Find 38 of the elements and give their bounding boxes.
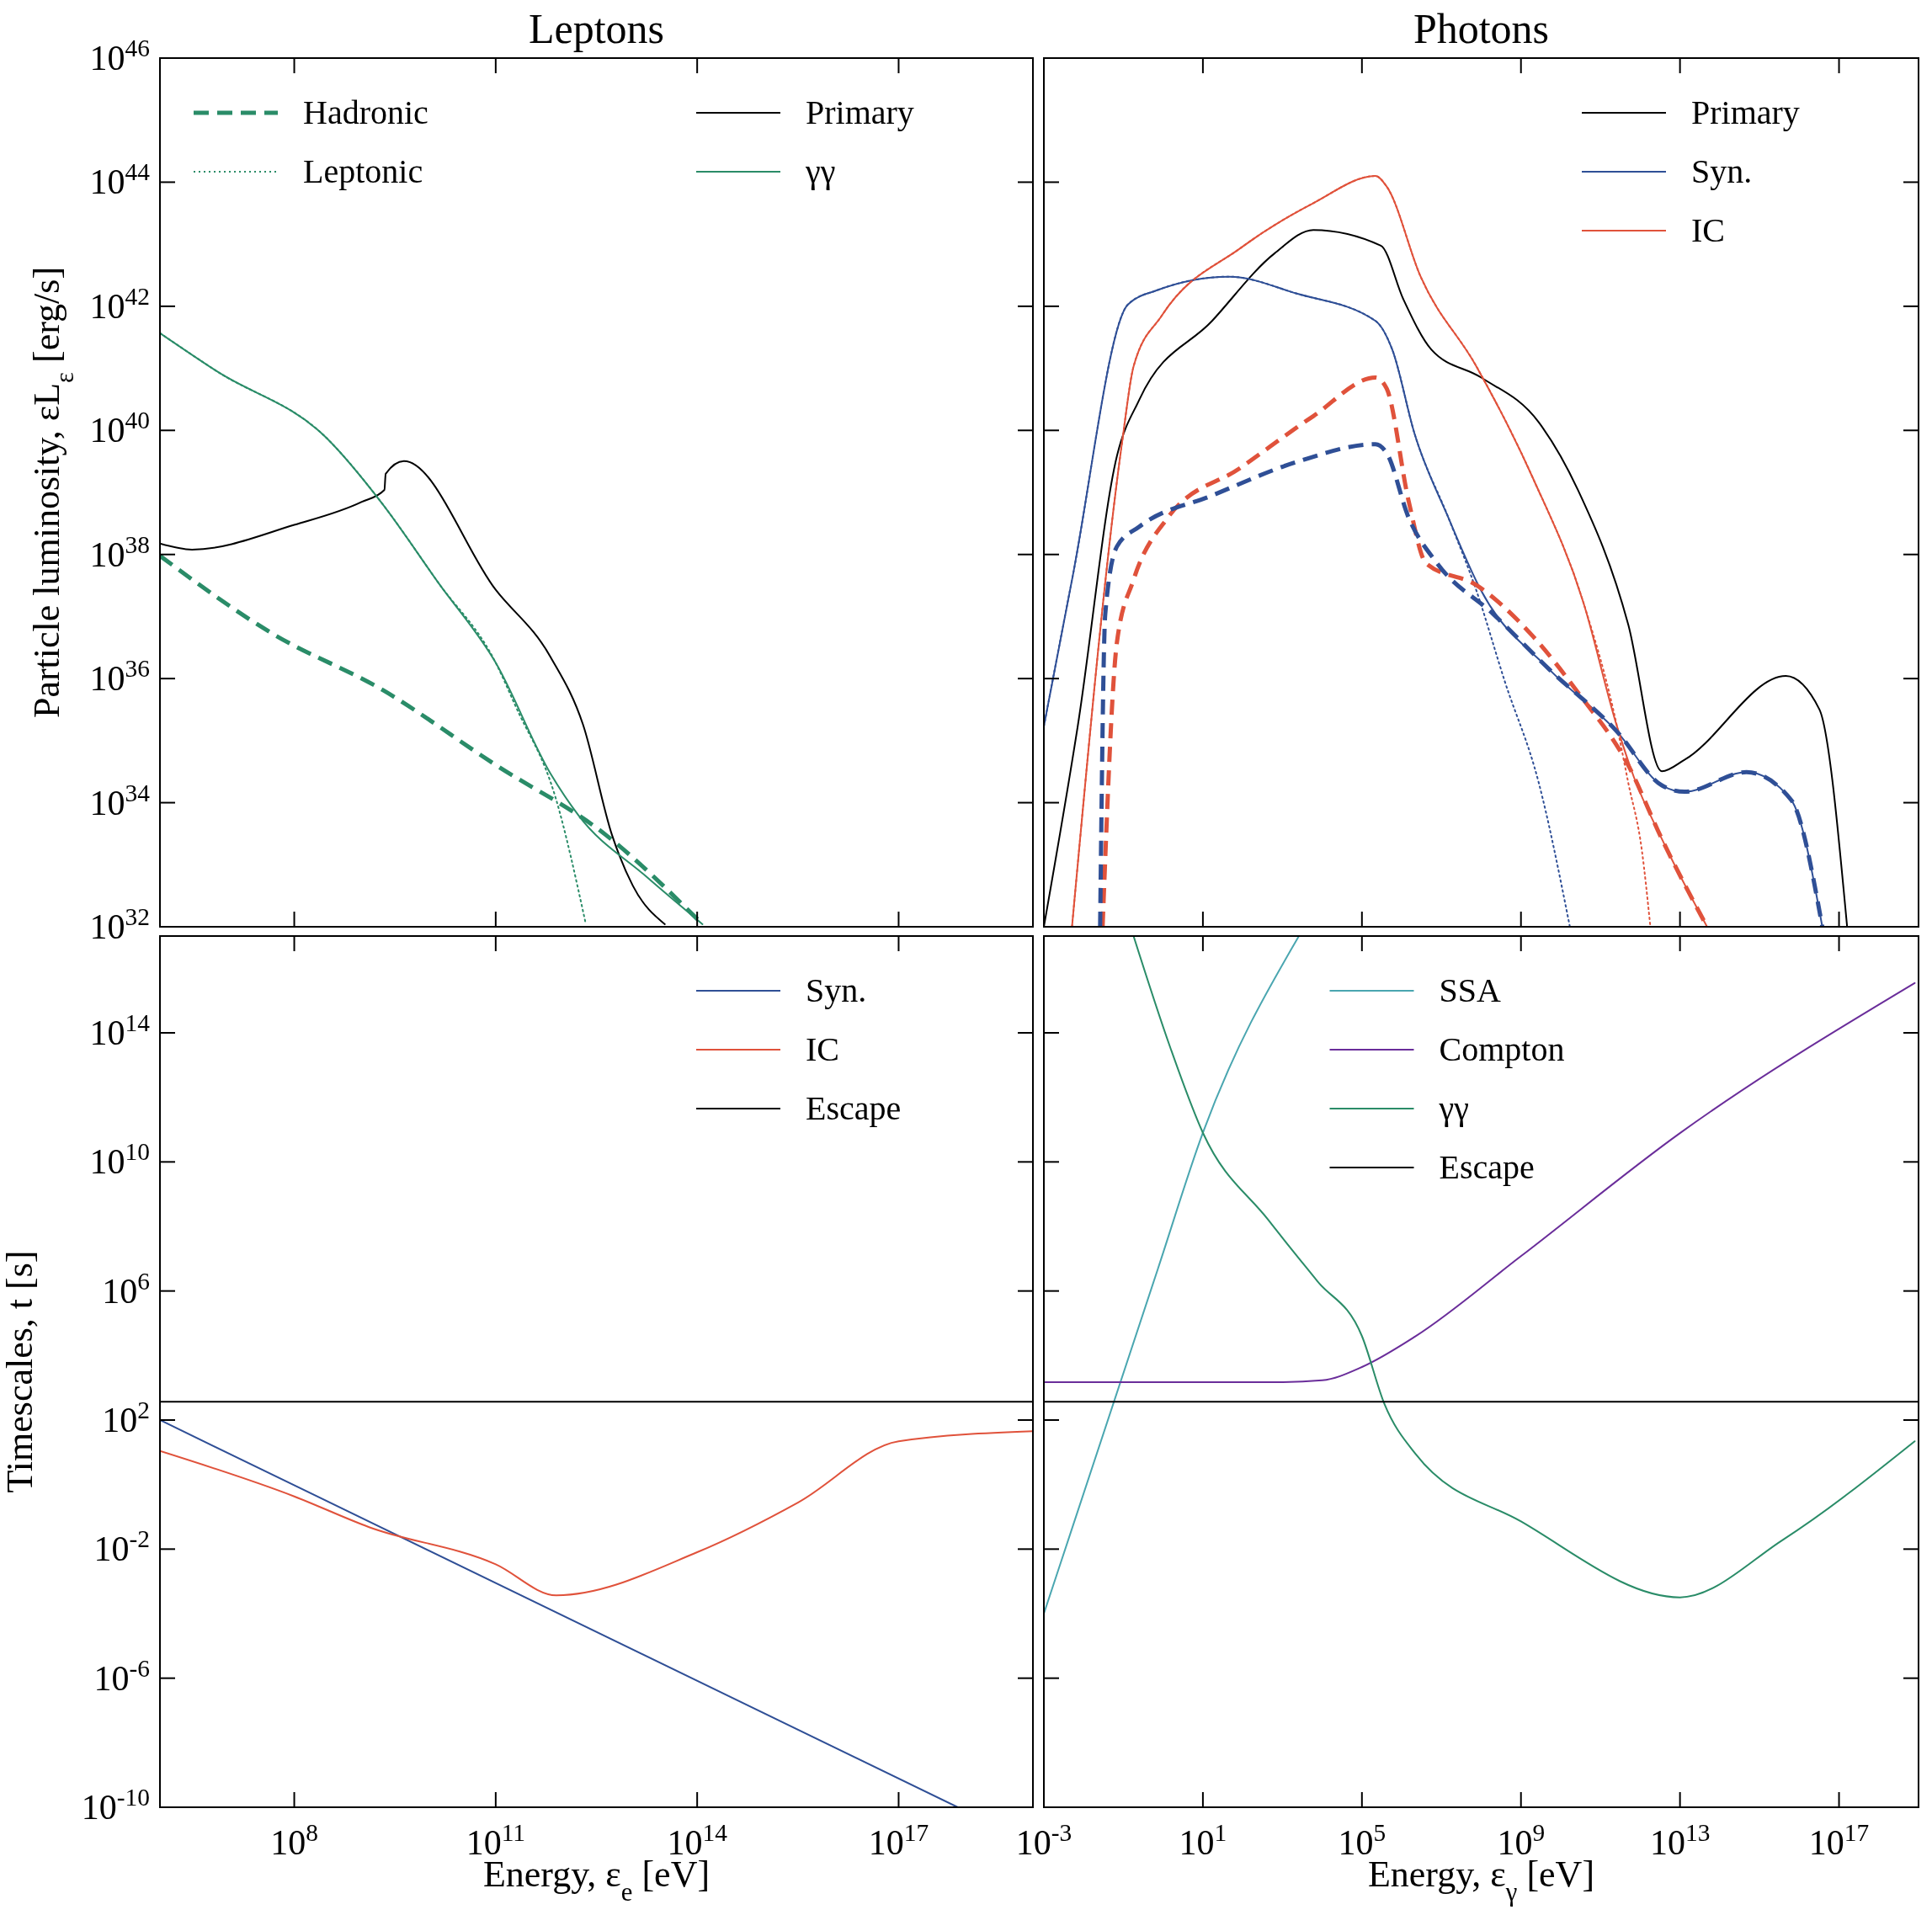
legend-label: Syn. (1691, 152, 1753, 190)
y-tick-label: 10$^{38}$ (89, 530, 150, 574)
y-tick-label: 10$^{14}$ (89, 1009, 151, 1052)
legend-label: Escape (806, 1089, 902, 1127)
legend-label: Escape (1439, 1148, 1535, 1186)
legend-label: Syn. (806, 971, 867, 1009)
y-tick-label: 10$^{10}$ (89, 1138, 150, 1182)
y-tick-label: 10$^{-2}$ (93, 1525, 150, 1569)
y-tick-label: 10$^{34}$ (89, 779, 151, 822)
y-axis-title: Timescales, t [s] (0, 1250, 40, 1493)
y-tick-label: 10$^{36}$ (89, 655, 150, 699)
x-tick-label: 10$^{13}$ (1649, 1819, 1711, 1862)
legend-label: Compton (1439, 1030, 1565, 1068)
y-tick-label: 10$^{42}$ (89, 282, 150, 326)
y-tick-label: 10$^{2}$ (102, 1396, 150, 1439)
x-tick-label: 10$^{1}$ (1179, 1819, 1227, 1862)
legend-label: Leptonic (303, 152, 423, 190)
legend-label: γγ (1438, 1089, 1469, 1127)
x-tick-label: 10$^{-3}$ (1015, 1819, 1072, 1862)
legend-label: SSA (1439, 971, 1501, 1009)
y-tick-label: 10$^{46}$ (89, 35, 150, 77)
y-tick-label: 10$^{44}$ (89, 158, 151, 202)
x-tick-label: 10$^{8}$ (270, 1819, 318, 1862)
legend-label: Primary (806, 93, 914, 131)
legend-label: IC (1691, 211, 1725, 249)
y-tick-label: 10$^{32}$ (89, 903, 150, 946)
y-tick-label: 10$^{-6}$ (93, 1654, 150, 1698)
legend-label: γγ (805, 152, 836, 190)
y-tick-label: 10$^{-10}$ (81, 1784, 150, 1827)
legend-label: Hadronic (303, 93, 428, 131)
chart-title: Photons (1413, 5, 1550, 52)
x-tick-label: 10$^{17}$ (1808, 1819, 1870, 1862)
y-tick-label: 10$^{6}$ (102, 1267, 150, 1311)
x-tick-label: 10$^{17}$ (868, 1819, 929, 1862)
chart-title: Leptons (528, 5, 665, 52)
legend-label: IC (806, 1030, 839, 1068)
y-tick-label: 10$^{40}$ (89, 407, 150, 450)
legend-label: Primary (1691, 93, 1800, 131)
